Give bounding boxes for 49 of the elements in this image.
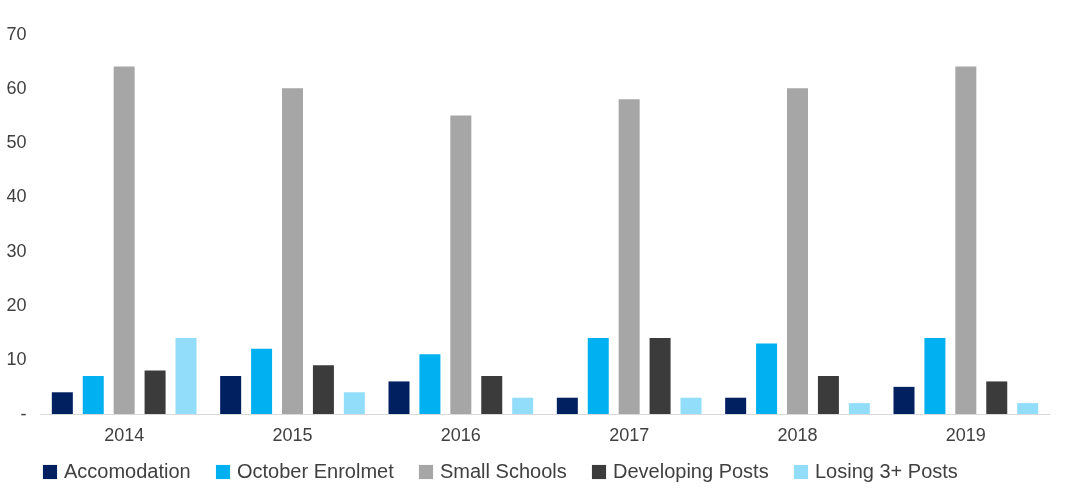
legend-label: Small Schools	[440, 460, 567, 482]
bar	[343, 392, 365, 414]
bar	[512, 397, 534, 414]
bar	[450, 115, 472, 414]
bar	[618, 99, 640, 414]
bar	[419, 354, 441, 414]
legend-label: Accomodation	[64, 460, 191, 482]
bar	[220, 376, 242, 414]
x-tick-label: 2017	[609, 424, 650, 445]
x-tick-label: 2015	[272, 424, 313, 445]
bar	[312, 365, 334, 414]
x-tick-label: 2019	[945, 424, 986, 445]
bar	[82, 376, 104, 414]
bar	[680, 397, 702, 414]
x-tick-label: 2014	[104, 424, 145, 445]
y-tick-label: 10	[6, 349, 27, 370]
y-tick-label: 60	[6, 77, 27, 98]
y-tick-label: 50	[6, 132, 27, 153]
y-tick-label: 30	[6, 240, 27, 261]
y-tick-label: 20	[6, 294, 27, 315]
bar	[725, 397, 747, 414]
x-tick-label: 2016	[440, 424, 481, 445]
bar	[282, 88, 303, 414]
bar	[848, 403, 870, 414]
bar	[756, 343, 778, 414]
legend-label: October Enrolmet	[237, 460, 395, 482]
bar	[924, 338, 946, 414]
bar	[986, 381, 1008, 414]
legend-label: Losing 3+ Posts	[815, 460, 958, 482]
bar	[787, 88, 808, 414]
bar	[955, 66, 977, 414]
bar	[1017, 403, 1039, 414]
legend-label: Developing Posts	[613, 460, 769, 482]
y-tick-label: 70	[6, 23, 27, 44]
bar	[251, 348, 273, 414]
bar	[817, 376, 839, 414]
bar	[893, 386, 915, 414]
y-tick-label: -	[20, 403, 27, 424]
bar	[144, 370, 166, 414]
bar	[51, 392, 73, 414]
bar	[481, 376, 503, 414]
y-tick-label: 40	[6, 186, 27, 207]
bar	[113, 66, 135, 414]
bar	[556, 397, 578, 414]
bar	[175, 338, 197, 414]
bar	[587, 338, 609, 414]
bar	[388, 381, 410, 414]
bar	[649, 338, 671, 414]
x-tick-label: 2018	[777, 424, 818, 445]
